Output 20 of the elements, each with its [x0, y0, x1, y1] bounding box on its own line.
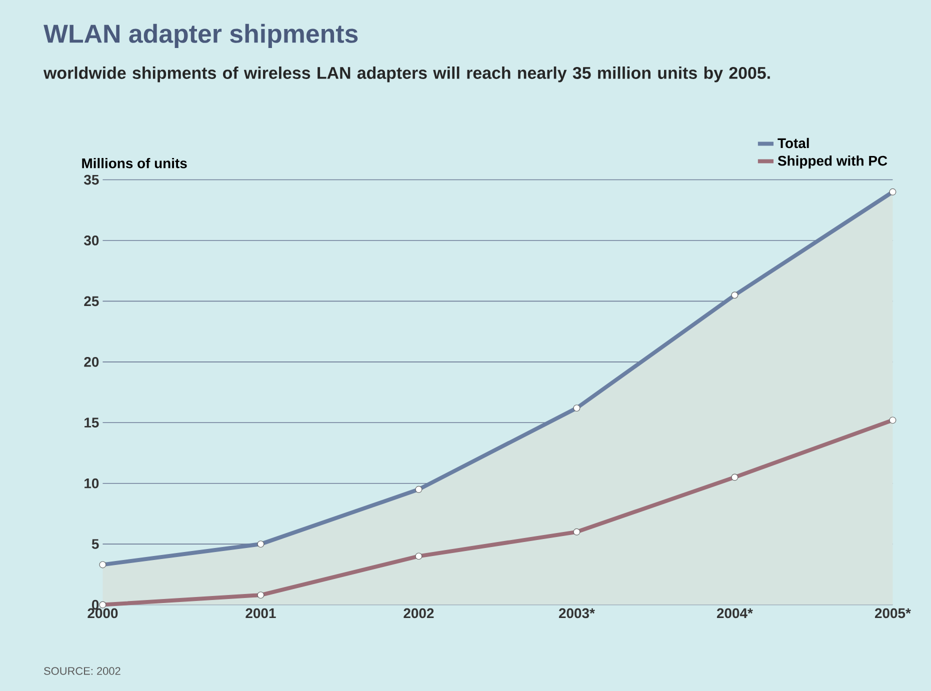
x-tick-label: 2003*: [558, 608, 595, 618]
legend-label: Total: [778, 138, 809, 148]
x-tick-label: 2000: [88, 608, 118, 618]
y-tick-label: 15: [84, 418, 99, 428]
y-tick-label: 0: [92, 600, 99, 610]
x-tick-label: 2005*: [874, 608, 911, 618]
x-tick-label: 2004*: [716, 608, 753, 618]
y-tick-label: 25: [84, 296, 99, 306]
y-tick-label: 30: [84, 236, 99, 246]
y-tick-label: 20: [84, 356, 99, 367]
x-tick-label: 2001: [246, 608, 276, 618]
y-tick-label: 5: [92, 539, 99, 549]
source-note: SOURCE: 2002: [44, 667, 120, 675]
y-axis-title: Millions of units: [82, 158, 187, 168]
y-tick-label: 10: [84, 478, 99, 488]
legend-label: Shipped with PC: [778, 155, 888, 168]
chart-subtitle: worldwide shipments of wireless LAN adapters will reach nearly 35 million units by 2005.: [43, 66, 770, 82]
x-tick-label: 2002: [404, 608, 434, 618]
y-tick-label: 35: [84, 174, 99, 185]
chart-title: WLAN adapter shipments: [44, 24, 358, 48]
